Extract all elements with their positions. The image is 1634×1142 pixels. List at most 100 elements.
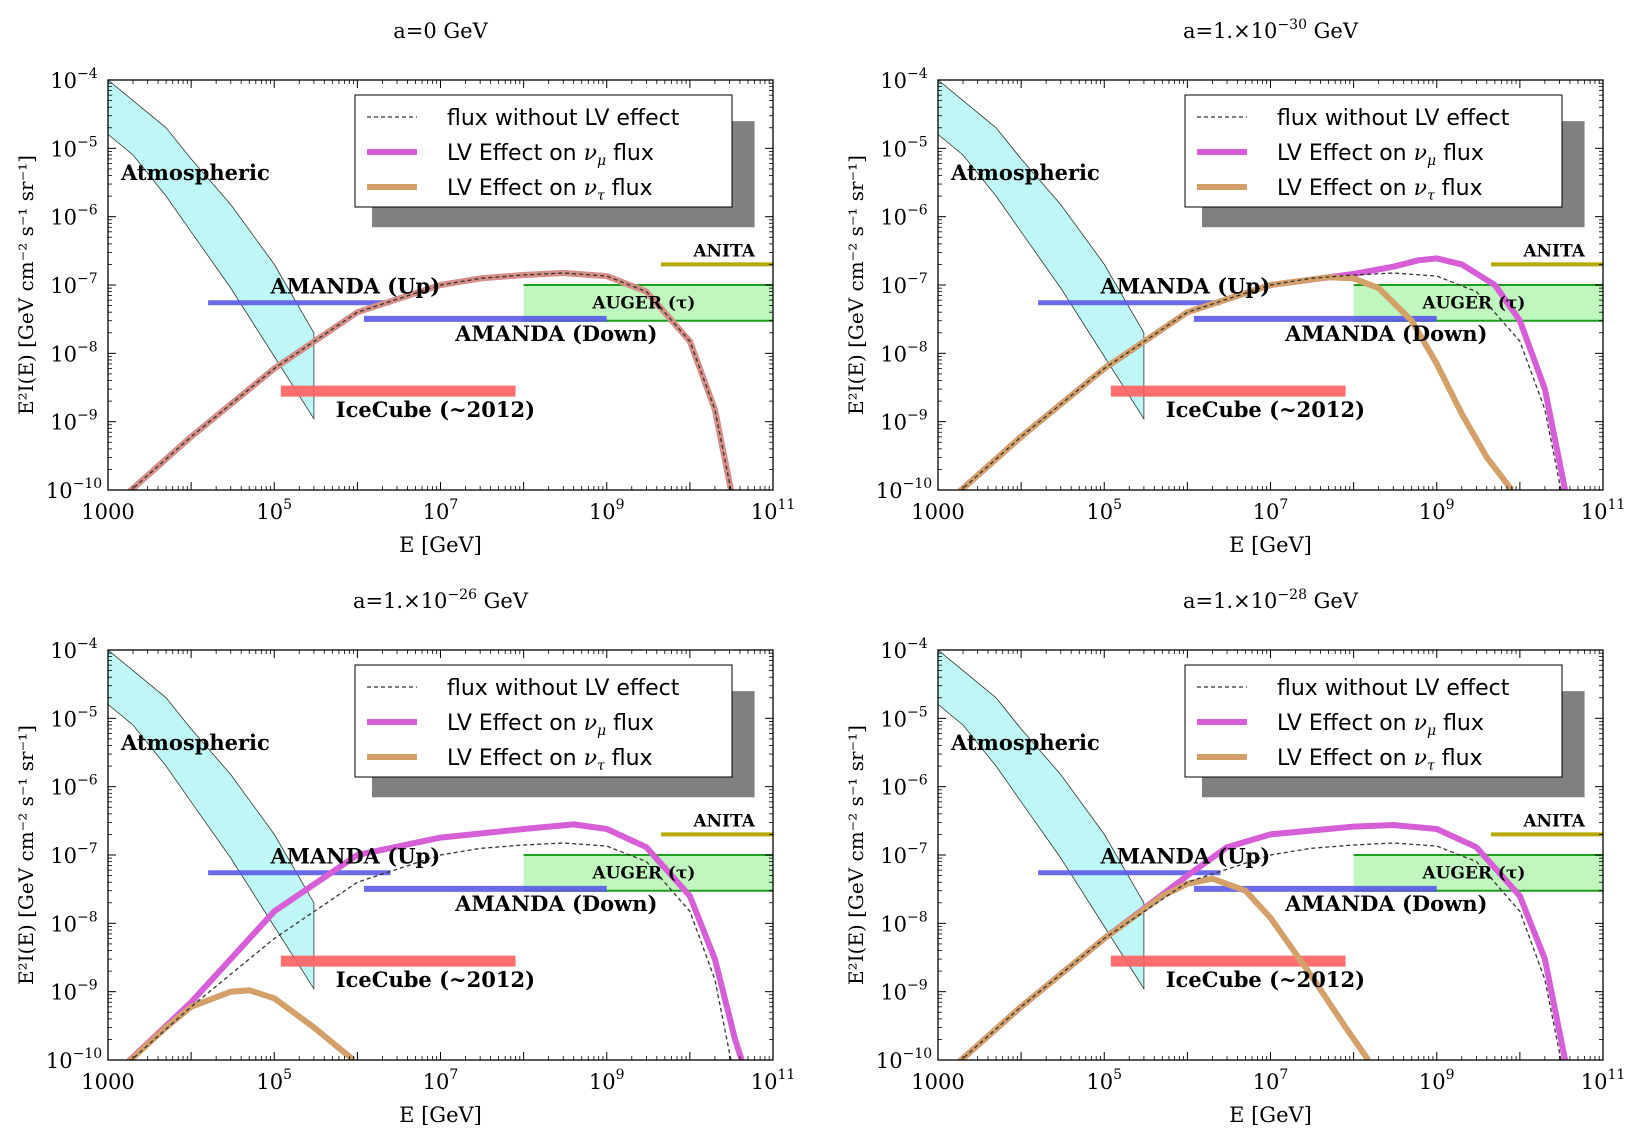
y-tick-label: 10−10 [46,1046,102,1073]
y-tick-label: 10−5 [50,134,97,161]
flux-without-lv-line [130,842,732,1060]
y-tick-label: 10−9 [880,978,927,1005]
x-tick-label: 1011 [1581,1067,1626,1094]
x-axis-label: E [GeV] [399,1103,482,1127]
y-tick-label: 10−9 [880,408,927,435]
y-tick-label: 10−4 [50,636,97,663]
chart-panel-1: a=0 GeV Atmospheric AMANDA (Up) AMANDA (Dow… [14,19,795,557]
chart-title: a=1.×10−30 GeV [1183,17,1359,43]
x-tick-label: 109 [589,497,625,524]
y-tick-label: 10−7 [50,841,97,868]
legend-box [1184,664,1563,778]
chart-title: a=1.×10−28 GeV [1183,587,1359,613]
y-tick-label: 10−10 [876,1046,932,1073]
y-tick-label: 10−5 [50,704,97,731]
x-axis-label: E [GeV] [1229,533,1312,557]
legend-label-3: LV Effect on ντ flux [1277,176,1483,204]
chart-panel-4: a=1.×10−28 GeV Atmospheric AMANDA (Up) AMAN… [844,587,1625,1127]
x-tick-label: 105 [256,1067,292,1094]
x-tick-label: 1000 [911,1070,964,1094]
legend-label-2: LV Effect on νμ flux [447,141,654,169]
y-tick-label: 10−6 [880,203,927,230]
atmospheric-label: Atmospheric [120,730,270,755]
x-tick-label: 1000 [81,500,134,524]
chart-panel-3: a=1.×10−26 GeV Atmospheric AMANDA (Up) AMAN… [14,587,795,1127]
x-axis-label: E [GeV] [1229,1103,1312,1127]
amanda-up-label: AMANDA (Up) [269,274,440,299]
atmospheric-band [108,650,315,991]
y-tick-label: 10−7 [50,271,97,298]
y-axis-label: E²I(E) [GeV cm⁻² s⁻¹ sr⁻¹] [844,725,868,985]
legend-label-2: LV Effect on νμ flux [447,711,654,739]
legend-label-1: flux without LV effect [1277,106,1510,131]
y-tick-label: 10−6 [50,773,97,800]
atmospheric-label: Atmospheric [950,160,1100,185]
y-axis-label: E²I(E) [GeV cm⁻² s⁻¹ sr⁻¹] [14,725,38,985]
flux-without-lv-line [960,272,1562,490]
legend-box [1184,94,1563,208]
anita-label: ANITA [692,811,755,831]
auger-label: AUGER (τ) [591,294,695,314]
icecube-label: IceCube (~2012) [336,397,535,422]
auger-band [523,855,773,891]
x-tick-label: 109 [1419,497,1455,524]
legend-box [354,664,733,778]
auger-label: AUGER (τ) [1421,294,1525,314]
icecube-label: IceCube (~2012) [1166,397,1365,422]
x-axis-label: E [GeV] [399,533,482,557]
y-tick-label: 10−8 [50,909,97,936]
atmospheric-label: Atmospheric [950,730,1100,755]
legend-label-2: LV Effect on νμ flux [1277,141,1484,169]
x-tick-label: 107 [1253,1067,1289,1094]
amanda-up-label: AMANDA (Up) [1099,844,1270,869]
x-tick-label: 105 [1086,497,1122,524]
flux-without-lv-line [130,272,732,490]
amanda-up-label: AMANDA (Up) [269,844,440,869]
y-tick-label: 10−8 [50,339,97,366]
legend-label-3: LV Effect on ντ flux [1277,746,1483,774]
x-tick-label: 105 [1086,1067,1122,1094]
x-tick-label: 1000 [911,500,964,524]
legend-box [354,94,733,208]
legend: flux without LV effect LV Effect on νμ fl… [1184,664,1563,778]
chart-title: a=0 GeV [393,19,488,43]
x-tick-label: 107 [423,1067,459,1094]
nu-mu-flux-line [125,821,745,1060]
atmospheric-label: Atmospheric [120,160,270,185]
nu-tau-flux-line [126,987,356,1060]
y-tick-label: 10−9 [50,408,97,435]
y-tick-label: 10−8 [880,909,927,936]
x-tick-label: 107 [1253,497,1289,524]
atmospheric-band [108,80,315,421]
y-tick-label: 10−6 [880,773,927,800]
anita-label: ANITA [1522,811,1585,831]
x-tick-label: 109 [589,1067,625,1094]
anita-label: ANITA [1522,241,1585,261]
y-tick-label: 10−5 [880,704,927,731]
legend-label-1: flux without LV effect [1277,676,1510,701]
y-tick-label: 10−6 [50,203,97,230]
x-tick-label: 107 [423,497,459,524]
y-tick-label: 10−4 [880,636,927,663]
y-axis-label: E²I(E) [GeV cm⁻² s⁻¹ sr⁻¹] [14,155,38,415]
amanda-down-label: AMANDA (Down) [454,321,657,346]
y-tick-label: 10−4 [50,66,97,93]
amanda-down-label: AMANDA (Down) [1284,321,1487,346]
chart-panel-2: a=1.×10−30 GeV Atmospheric AMANDA (Up) AMAN… [844,17,1625,557]
atmospheric-band [938,650,1145,991]
legend-label-2: LV Effect on νμ flux [1277,711,1484,739]
legend: flux without LV effect LV Effect on νμ fl… [1184,94,1563,208]
chart-title: a=1.×10−26 GeV [353,587,529,613]
y-tick-label: 10−4 [880,66,927,93]
y-tick-label: 10−8 [880,339,927,366]
amanda-down-label: AMANDA (Down) [454,891,657,916]
y-tick-label: 10−10 [876,476,932,503]
x-tick-label: 1011 [751,1067,796,1094]
flux-without-lv-line [960,842,1562,1060]
y-tick-label: 10−9 [50,978,97,1005]
x-tick-label: 1011 [751,497,796,524]
y-tick-label: 10−7 [880,841,927,868]
legend: flux without LV effect LV Effect on νμ fl… [354,94,733,208]
x-tick-label: 109 [1419,1067,1455,1094]
